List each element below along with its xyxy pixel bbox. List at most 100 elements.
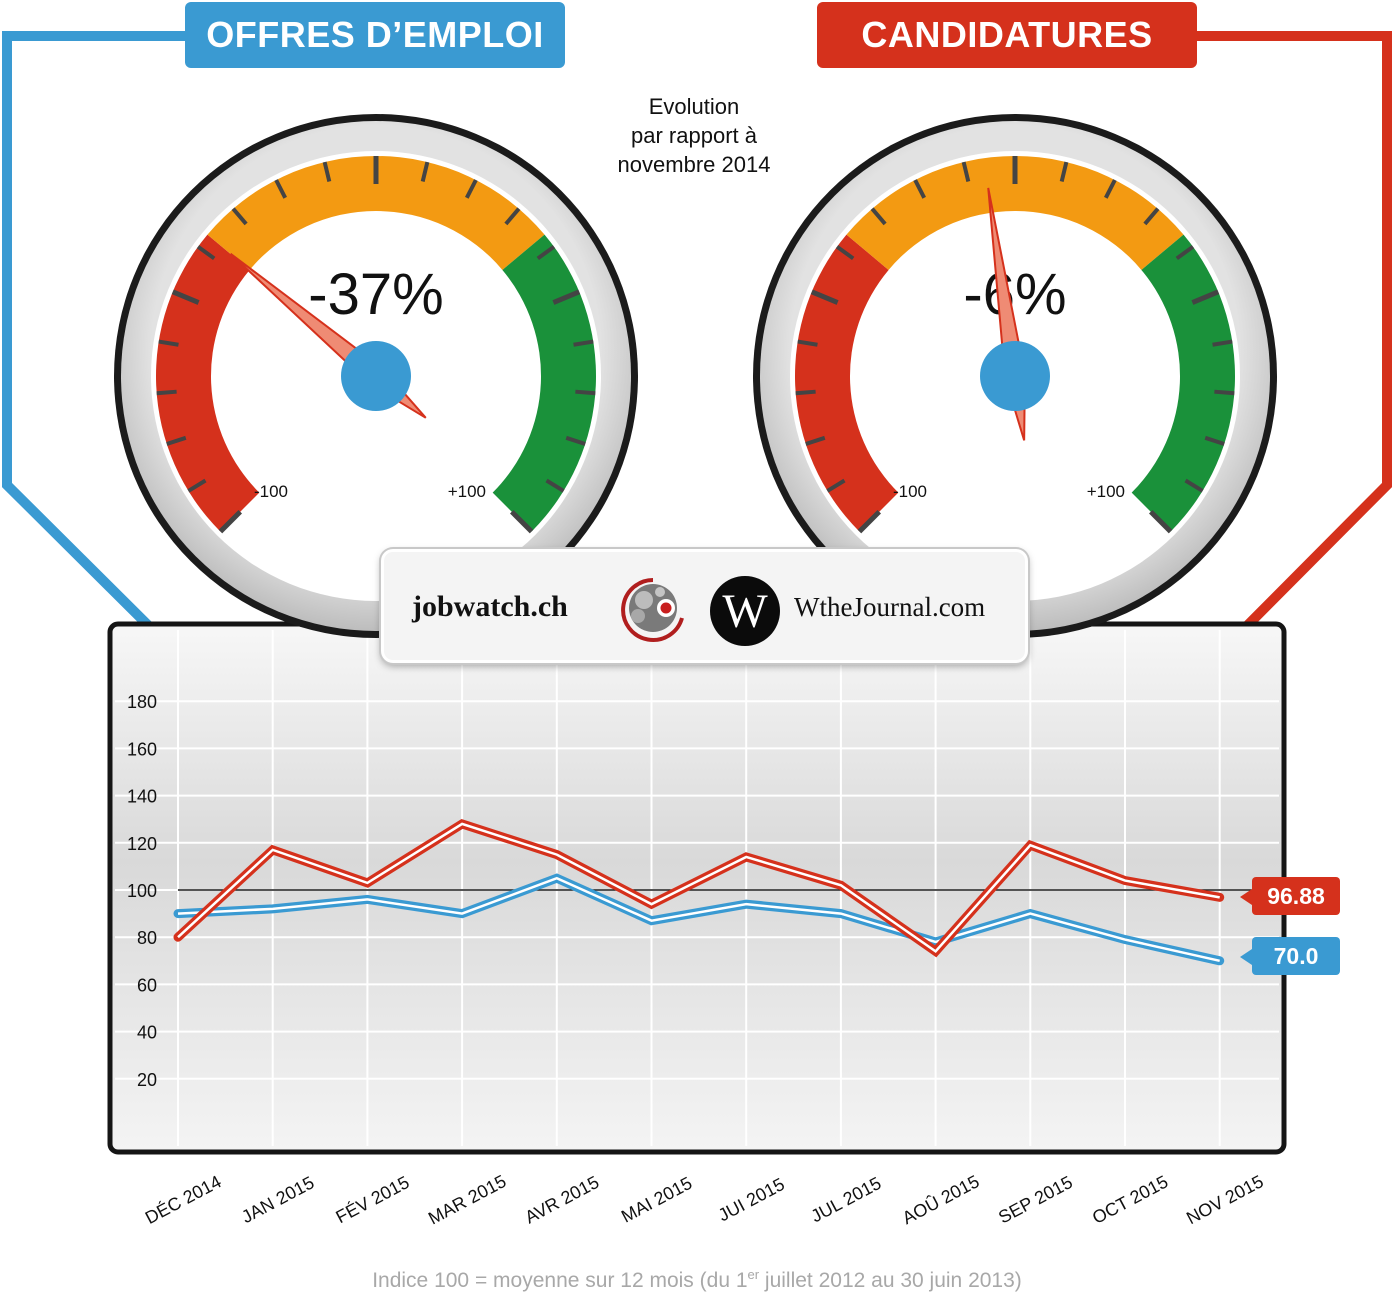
gauge-tick — [536, 245, 556, 261]
wthejournal-logo-text: WtheJournal.com — [794, 592, 986, 622]
gauge-tick — [420, 161, 430, 182]
y-tick-label: 60 — [137, 975, 157, 995]
gauge-max-label: +100 — [1087, 482, 1125, 501]
gauge-tick — [196, 245, 216, 261]
candidatures-title: CANDIDATURES — [817, 2, 1197, 68]
gauge-tick — [870, 207, 887, 226]
gauge-tick — [835, 245, 855, 261]
gauge-tick — [545, 478, 565, 493]
gauge-tick — [1204, 435, 1225, 446]
evolution-line-2: par rapport à — [631, 123, 757, 148]
gauge-tick — [231, 207, 248, 226]
gauge-tick — [1104, 179, 1117, 199]
gauge-tick — [913, 179, 926, 199]
gauge-tick — [509, 509, 534, 534]
gauge-tick — [274, 179, 287, 199]
gauge-tick — [166, 435, 187, 446]
x-tick-label: DÉC 2014 — [142, 1171, 225, 1228]
gauge-tick — [1148, 509, 1173, 534]
chart-series — [173, 818, 1225, 966]
gauge-tick — [552, 289, 581, 305]
gauge-tick — [504, 207, 521, 226]
y-tick-label: 100 — [127, 881, 157, 901]
jobwatch-logo-icon — [621, 578, 684, 642]
gauge-tick — [1214, 389, 1235, 396]
gauges: -100 +100 -37% -100 +100 -6% — [114, 114, 1277, 638]
gauge-tick — [1184, 478, 1204, 493]
gauge-hub — [980, 341, 1050, 411]
gauge-tick — [1059, 161, 1069, 182]
gauge-min-label: -100 — [254, 482, 288, 501]
gauge-tick — [826, 478, 846, 493]
gauge-tick — [573, 339, 594, 347]
gauge-min-label: -100 — [893, 482, 927, 501]
y-tick-label: 140 — [127, 787, 157, 807]
gauge-tick — [810, 289, 839, 305]
x-tick-label: MAR 2015 — [425, 1171, 509, 1229]
footnote-sup: er — [747, 1267, 760, 1282]
y-tick-label: 180 — [127, 692, 157, 712]
gauge-tick — [1191, 289, 1220, 305]
gauge-tick — [805, 435, 826, 446]
x-tick-label: JAN 2015 — [238, 1172, 317, 1227]
gauge-tick — [465, 179, 478, 199]
x-tick-label: NOV 2015 — [1183, 1171, 1267, 1228]
logo-banner: jobwatch.ch W WtheJournal.com — [381, 549, 1028, 663]
evolution-caption: Evolution par rapport à novembre 2014 — [584, 92, 804, 179]
y-tick-label: 20 — [137, 1070, 157, 1090]
gauge-offres: -100 +100 -37% — [114, 114, 638, 638]
footnote-suffix: juillet 2012 au 30 juin 2013) — [759, 1269, 1022, 1292]
gauge-tick — [857, 509, 882, 534]
x-tick-label: JUL 2015 — [808, 1173, 885, 1227]
gauge-band-green — [492, 234, 596, 532]
gauge-tick — [1212, 339, 1233, 347]
gauge-tick — [156, 389, 177, 396]
offres-title: OFFRES D’EMPLOI — [185, 2, 565, 68]
evolution-line-1: Evolution — [648, 94, 740, 119]
gauge-tick — [187, 478, 207, 493]
gauge-value-label: -37% — [308, 262, 443, 327]
chart-panel — [107, 621, 1287, 1155]
footnote-prefix: Indice 100 = moyenne sur 12 mois (du 1 — [372, 1269, 748, 1292]
wthejournal-logo-icon: W — [710, 576, 780, 646]
gauge-tick — [795, 389, 816, 396]
gauge-tick — [961, 161, 971, 182]
x-tick-label: MAI 2015 — [618, 1173, 695, 1227]
gauge-value-label: -6% — [963, 262, 1066, 327]
candidatures-last-value-badge: 96.88 — [1240, 877, 1340, 915]
gauge-max-label: +100 — [448, 482, 486, 501]
y-tick-label: 40 — [137, 1023, 157, 1043]
gauge-tick — [1175, 245, 1195, 261]
gauge-band-orange — [846, 156, 1184, 270]
y-tick-label: 80 — [137, 928, 157, 948]
gauge-band-green — [1131, 234, 1235, 532]
gauge-tick — [171, 289, 200, 305]
gauge-band-red — [156, 234, 260, 532]
gauge-candidatures: -100 +100 -6% — [753, 114, 1277, 638]
y-tick-label: 160 — [127, 739, 157, 759]
y-tick-label: 120 — [127, 834, 157, 854]
jobwatch-logo-text: jobwatch.ch — [412, 590, 568, 623]
gauge-tick — [1143, 207, 1160, 226]
gauge-tick — [565, 435, 586, 446]
gauge-tick — [575, 389, 596, 396]
x-tick-label: OCT 2015 — [1089, 1171, 1171, 1227]
candidatures-series-highlight — [177, 822, 1220, 954]
x-axis-ticks: DÉC 2014 JAN 2015 FÉV 2015 MAR 2015 AVR 2015… — [142, 1170, 1267, 1228]
evolution-line-3: novembre 2014 — [617, 152, 771, 177]
gauge-band-red — [795, 234, 899, 532]
x-tick-label: SEP 2015 — [995, 1172, 1076, 1228]
x-tick-label: JUI 2015 — [715, 1174, 788, 1225]
x-tick-label: AOÛ 2015 — [899, 1170, 983, 1228]
footnote: Indice 100 = moyenne sur 12 mois (du 1er… — [0, 1267, 1394, 1293]
offres-last-value-badge: 70.0 — [1240, 937, 1340, 975]
gauge-tick — [218, 509, 243, 534]
x-tick-label: FÉV 2015 — [333, 1172, 413, 1227]
gauge-band-orange — [207, 156, 545, 270]
gauge-tick — [322, 161, 332, 182]
gauge-hub — [341, 341, 411, 411]
offres-series-highlight — [177, 876, 1220, 963]
gauge-tick — [158, 339, 179, 347]
